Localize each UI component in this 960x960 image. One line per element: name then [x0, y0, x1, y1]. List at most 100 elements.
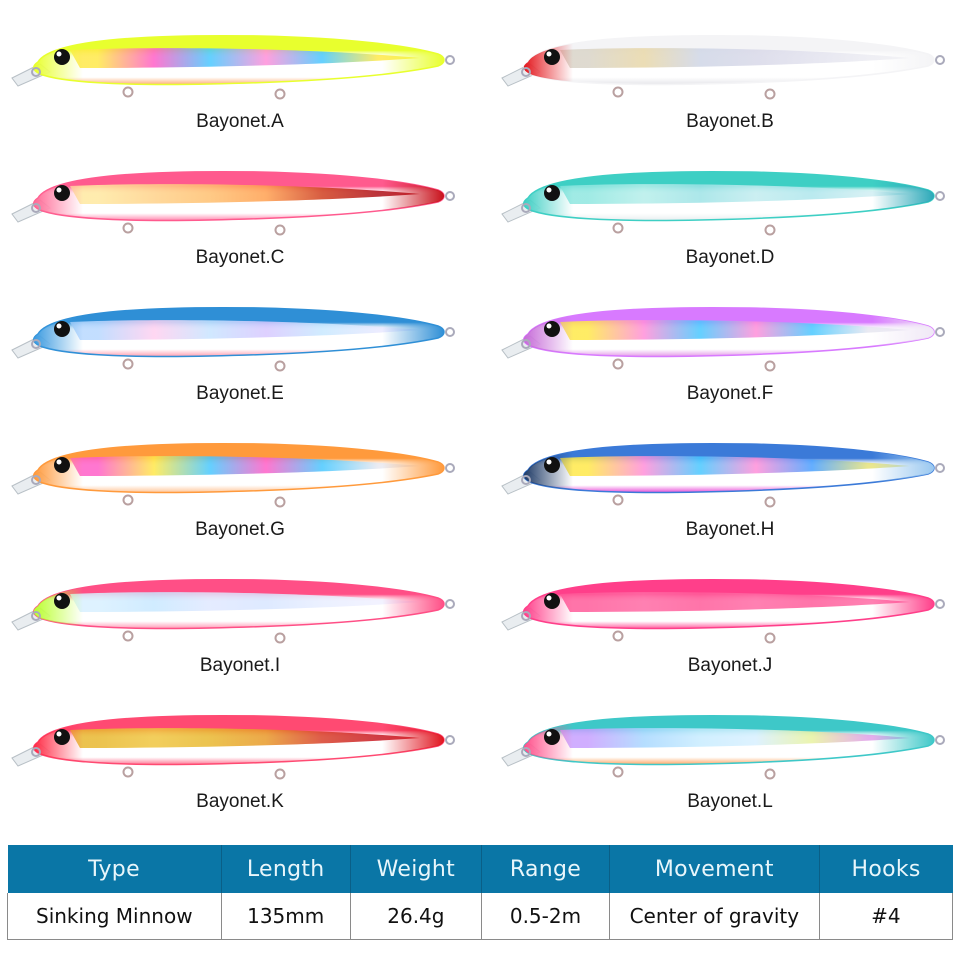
header-range: Range [481, 845, 610, 893]
hook-eye-front [122, 494, 134, 506]
value-movement: Center of gravity [608, 893, 820, 940]
lure-card: Bayonet.L [490, 688, 960, 823]
value-weight: 26.4g [349, 893, 482, 940]
hook-eye-rear [764, 88, 776, 100]
line-tie [521, 203, 531, 213]
eye [54, 593, 70, 609]
tail-ring [445, 735, 455, 745]
hook-eye-rear [274, 360, 286, 372]
lure-label: Bayonet.J [687, 655, 773, 676]
tail-ring [935, 599, 945, 609]
lure-card: Bayonet.A [0, 8, 480, 143]
hook-eye-rear [764, 224, 776, 236]
lure-card: Bayonet.E [0, 280, 480, 415]
hook-eye-rear [764, 768, 776, 780]
header-movement: Movement [609, 845, 820, 893]
hook-eye-front [612, 766, 624, 778]
hook-eye-front [122, 358, 134, 370]
lure-image [501, 34, 945, 100]
hook-eye-rear [764, 632, 776, 644]
lure-label: Bayonet.L [687, 791, 773, 812]
lure-label: Bayonet.H [685, 519, 775, 540]
hook-eye-rear [274, 768, 286, 780]
hook-eye-front [612, 222, 624, 234]
eye [544, 457, 560, 473]
eye [54, 457, 70, 473]
spec-header-row: Type Length Weight Range Movement Hooks [7, 845, 953, 893]
lure-label: Bayonet.B [686, 111, 774, 132]
lure-card: Bayonet.B [490, 8, 960, 143]
tail-ring [935, 463, 945, 473]
line-tie [31, 203, 41, 213]
line-tie [521, 611, 531, 621]
spec-value-row: Sinking Minnow 135mm 26.4g 0.5-2m Center… [7, 893, 954, 940]
hook-eye-rear [764, 496, 776, 508]
hook-eye-front [612, 86, 624, 98]
lure-image [11, 170, 455, 236]
hook-eye-front [612, 358, 624, 370]
line-tie [31, 747, 41, 757]
eye [544, 185, 560, 201]
line-tie [31, 67, 41, 77]
hook-eye-rear [764, 360, 776, 372]
line-tie [521, 475, 531, 485]
lure-card: Bayonet.K [0, 688, 480, 823]
lure-image [501, 714, 945, 780]
tail-ring [935, 327, 945, 337]
lure-image [501, 170, 945, 236]
tail-ring [935, 735, 945, 745]
eye [54, 49, 70, 65]
lure-label: Bayonet.A [196, 111, 284, 132]
hook-eye-rear [274, 632, 286, 644]
line-tie [521, 67, 531, 77]
tail-ring [935, 191, 945, 201]
eye [544, 321, 560, 337]
spec-table: Type Length Weight Range Movement Hooks … [7, 845, 954, 940]
lure-image [11, 442, 455, 508]
lure-image [501, 306, 945, 372]
line-tie [521, 339, 531, 349]
lure-card: Bayonet.F [490, 280, 960, 415]
tail-ring [445, 55, 455, 65]
lure-label: Bayonet.G [195, 519, 285, 540]
hook-eye-rear [274, 496, 286, 508]
lure-card: Bayonet.J [490, 552, 960, 687]
line-tie [31, 475, 41, 485]
value-hooks: #4 [818, 893, 954, 940]
hook-eye-front [122, 86, 134, 98]
lure-label: Bayonet.I [199, 655, 281, 676]
hook-eye-rear [274, 88, 286, 100]
line-tie [31, 339, 41, 349]
eye [54, 729, 70, 745]
header-type: Type [7, 845, 222, 893]
tail-ring [445, 191, 455, 201]
hook-eye-front [612, 630, 624, 642]
lure-card: Bayonet.H [490, 416, 960, 551]
lure-image [11, 34, 455, 100]
value-length: 135mm [220, 893, 351, 940]
lure-image [501, 578, 945, 644]
hook-eye-front [122, 766, 134, 778]
lure-label: Bayonet.D [685, 247, 775, 268]
line-tie [521, 747, 531, 757]
eye [544, 729, 560, 745]
hook-eye-front [612, 494, 624, 506]
lure-label: Bayonet.F [686, 383, 774, 404]
eye [54, 185, 70, 201]
tail-ring [445, 463, 455, 473]
lure-image [11, 714, 455, 780]
hook-eye-rear [274, 224, 286, 236]
lure-card: Bayonet.C [0, 144, 480, 279]
lure-label: Bayonet.E [196, 383, 284, 404]
lure-image [501, 442, 945, 508]
hook-eye-front [122, 630, 134, 642]
tail-ring [935, 55, 945, 65]
line-tie [31, 611, 41, 621]
header-hooks: Hooks [819, 845, 953, 893]
value-range: 0.5-2m [480, 893, 610, 940]
tail-ring [445, 599, 455, 609]
lure-card: Bayonet.I [0, 552, 480, 687]
lure-card: Bayonet.G [0, 416, 480, 551]
lure-card: Bayonet.D [490, 144, 960, 279]
lure-label: Bayonet.C [195, 247, 285, 268]
